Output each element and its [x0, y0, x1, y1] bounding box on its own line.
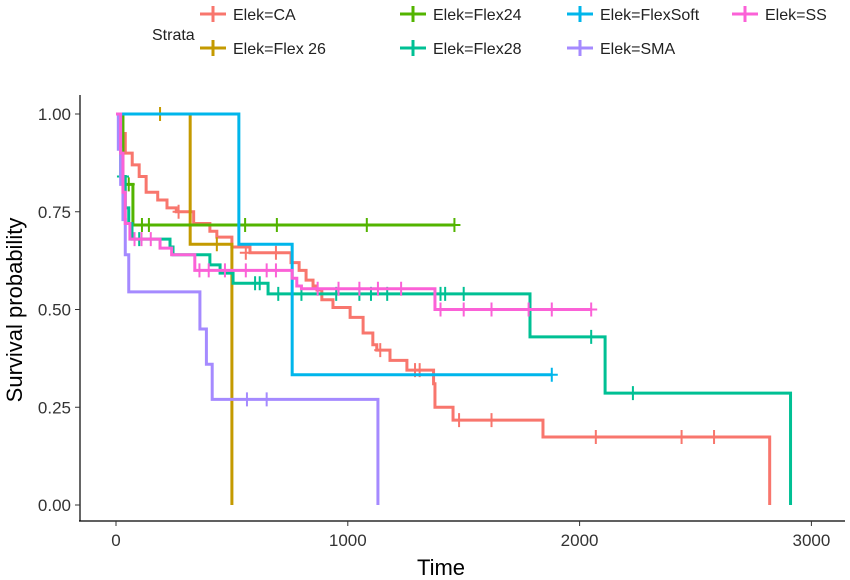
censor-mark: [626, 386, 639, 401]
censor-mark: [240, 392, 253, 407]
legend-key: [400, 6, 426, 22]
censor-mark: [353, 281, 366, 296]
survival-curve: [116, 112, 552, 377]
censor-mark: [144, 232, 157, 247]
censor-mark: [239, 245, 252, 260]
censor-mark: [239, 218, 252, 233]
censor-mark: [485, 413, 498, 428]
censor-mark: [589, 429, 602, 444]
censor-mark: [371, 281, 384, 296]
y-axis-label: Survival probability: [2, 218, 27, 403]
censor-mark: [172, 204, 185, 219]
legend-title: Strata: [152, 27, 195, 44]
y-tick-label: 0.00: [38, 496, 71, 515]
censor-mark: [457, 302, 470, 317]
censor-mark: [585, 302, 598, 317]
censor-mark: [453, 413, 466, 428]
y-tick-label: 1.00: [38, 105, 71, 124]
censor-mark: [272, 286, 285, 301]
censor-mark: [269, 263, 282, 278]
censor-mark: [485, 302, 498, 317]
censor-mark: [260, 392, 273, 407]
censor-mark: [434, 302, 447, 317]
y-tick-label: 0.75: [38, 203, 71, 222]
legend-label: Elek=CA: [233, 7, 296, 24]
censor-mark: [545, 367, 558, 382]
legend-key: [567, 6, 593, 22]
censor-mark: [332, 281, 345, 296]
x-tick-label: 2000: [561, 531, 599, 550]
censor-mark: [253, 276, 266, 291]
censor-mark: [239, 263, 252, 278]
censor-mark: [218, 263, 231, 278]
censor-mark: [585, 329, 598, 344]
censor-mark: [142, 218, 155, 233]
legend-key: [732, 6, 758, 22]
legend-key: [200, 6, 226, 22]
censor-mark: [360, 218, 373, 233]
legend-label: Elek=SMA: [600, 41, 675, 58]
survival-curve: [116, 112, 592, 311]
censor-mark: [311, 281, 324, 296]
censor-mark: [675, 429, 688, 444]
censor-mark: [395, 281, 408, 296]
survival-curve: [116, 112, 234, 505]
y-tick-label: 0.50: [38, 301, 71, 320]
y-tick-label: 0.25: [38, 398, 71, 417]
x-tick-label: 0: [111, 531, 120, 550]
x-tick-label: 1000: [329, 531, 367, 550]
censor-mark: [522, 302, 535, 317]
censor-mark: [708, 429, 721, 444]
censor-mark: [210, 237, 223, 252]
legend-label: Elek=Flex28: [433, 41, 522, 58]
censor-mark: [439, 286, 452, 301]
legend-label: Elek=Flex 26: [233, 41, 326, 58]
legend-label: Elek=Flex24: [433, 7, 522, 24]
censor-mark: [545, 302, 558, 317]
legend-key: [400, 40, 426, 56]
legend-key: [200, 40, 226, 56]
survival-curve: [116, 112, 772, 505]
legend-label: Elek=SS: [765, 7, 827, 24]
x-axis-label: Time: [417, 555, 465, 580]
legend: Strata Elek=CA Elek=Flex 26 Elek=Flex24 Ele…: [152, 6, 827, 58]
y-ticks: 0.00 0.25 0.50 0.75 1.00: [38, 105, 80, 515]
legend-key: [567, 40, 593, 56]
censor-mark: [457, 286, 470, 301]
censor-mark: [374, 343, 387, 358]
plot-area: [116, 107, 793, 505]
x-tick-label: 3000: [792, 531, 830, 550]
censor-mark: [448, 218, 461, 233]
censor-mark: [269, 245, 282, 260]
censor-mark: [270, 218, 283, 233]
legend-label: Elek=FlexSoft: [600, 7, 700, 24]
censor-mark: [202, 263, 215, 278]
survival-curve: [116, 112, 380, 505]
x-ticks: 0 1000 2000 3000: [111, 521, 830, 550]
